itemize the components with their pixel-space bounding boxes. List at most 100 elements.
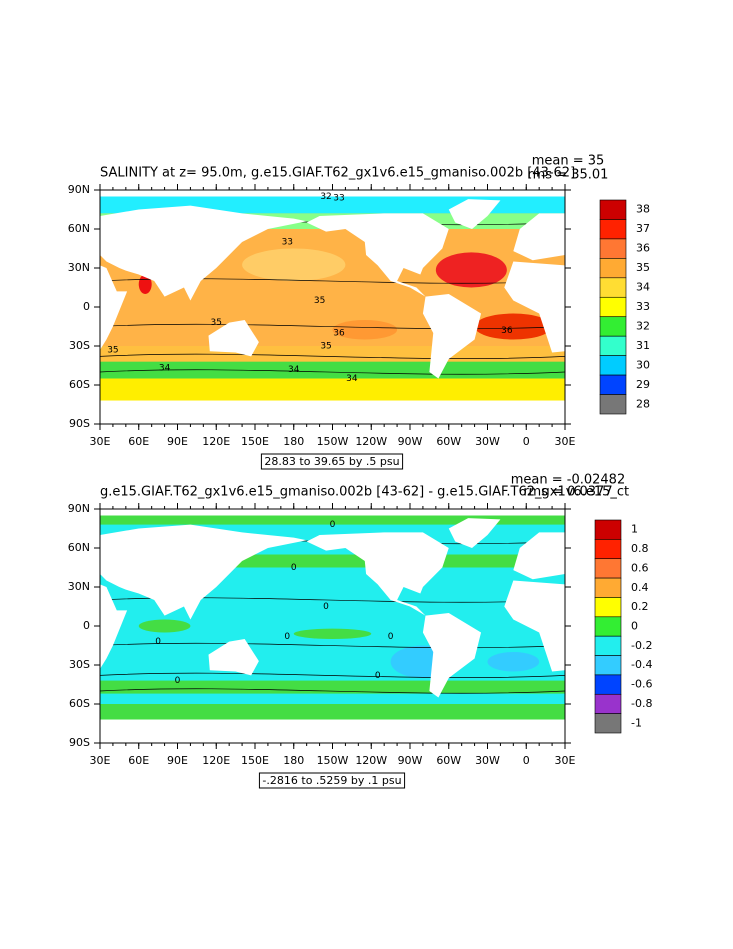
colorbar-label: 0.8 <box>631 542 649 555</box>
rms: rms = 0.0377 <box>523 485 612 500</box>
colorbar-label: 28 <box>636 397 650 410</box>
colorbar-label: 0.4 <box>631 581 649 594</box>
x-tick-label: 30E <box>90 754 111 767</box>
contour-label: 35 <box>211 318 222 328</box>
colorbar-label: 29 <box>636 378 650 391</box>
range-box-text: 28.83 to 39.65 by .5 psu <box>264 455 399 468</box>
range-box-text: -.2816 to .5259 by .1 psu <box>262 774 401 787</box>
map <box>100 515 565 743</box>
y-tick-label: 60S <box>69 697 90 710</box>
x-tick-label: 30E <box>90 435 111 448</box>
field-blob <box>487 652 540 672</box>
y-tick-label: 60N <box>68 541 90 554</box>
colorbar-label: 36 <box>636 242 650 255</box>
y-tick-label: 30N <box>68 580 90 593</box>
colorbar-swatch <box>599 335 627 356</box>
colorbar-swatch <box>594 635 622 656</box>
y-tick-label: 90N <box>68 183 90 196</box>
contour-label: 35 <box>320 342 331 352</box>
mean: mean = 35 <box>532 154 605 169</box>
field-band <box>100 196 565 214</box>
contour <box>100 369 565 375</box>
contour <box>100 323 565 330</box>
colorbar-label: -0.4 <box>631 658 652 671</box>
colorbar-swatch <box>594 693 622 714</box>
contour-label: 34 <box>288 365 300 375</box>
x-tick-label: 30W <box>475 754 500 767</box>
contour-label: 0 <box>284 632 290 642</box>
x-tick-label: 60E <box>128 435 149 448</box>
x-tick-label: 120W <box>355 754 387 767</box>
contour <box>100 353 565 359</box>
contour-label: 33 <box>282 238 293 248</box>
y-tick-label: 0 <box>83 300 90 313</box>
colorbar-label: 37 <box>636 222 650 235</box>
colorbar-label: 0.2 <box>631 600 649 613</box>
y-tick-label: 30S <box>69 658 90 671</box>
field-blob <box>293 628 372 639</box>
colorbar-label: 32 <box>636 319 650 332</box>
y-tick-label: 90N <box>68 502 90 515</box>
contour-label: 36 <box>333 329 345 339</box>
colorbar-label: 31 <box>636 339 650 352</box>
colorbar-label: 33 <box>636 300 650 313</box>
field-band <box>100 704 565 720</box>
colorbar-swatch <box>594 674 622 695</box>
colorbar-swatch <box>599 277 627 298</box>
x-tick-label: 150E <box>241 754 269 767</box>
land <box>504 261 565 353</box>
contour-label: 32 <box>320 192 331 202</box>
panel-title: SALINITY at z= 95.0m, g.e15.GIAF.T62_gx1… <box>100 166 575 181</box>
x-tick-label: 150W <box>317 435 349 448</box>
colorbar-label: 1 <box>631 523 638 536</box>
contour <box>100 672 565 678</box>
colorbar-label: 38 <box>636 203 650 216</box>
colorbar-swatch <box>594 577 622 598</box>
field-blob <box>435 252 507 288</box>
colorbar-swatch <box>594 655 622 676</box>
colorbar-swatch <box>599 316 627 337</box>
x-tick-label: 180 <box>283 435 304 448</box>
range-box <box>260 453 404 470</box>
colorbar-swatch <box>599 394 627 415</box>
land <box>100 524 307 620</box>
colorbar-label: 0.6 <box>631 561 649 574</box>
antarctica <box>100 719 565 743</box>
colorbar-swatch <box>594 616 622 637</box>
range-box <box>258 772 406 789</box>
land <box>513 532 565 580</box>
x-tick-label: 30W <box>475 435 500 448</box>
y-tick-label: 30N <box>68 261 90 274</box>
colorbar-label: -0.8 <box>631 697 652 710</box>
x-tick-label: 120E <box>202 754 230 767</box>
land <box>448 199 501 229</box>
contour <box>100 642 565 649</box>
x-tick-label: 120W <box>355 435 387 448</box>
y-tick-label: 30S <box>69 339 90 352</box>
colorbar-label: -0.2 <box>631 639 652 652</box>
contour-label: 35 <box>107 345 118 355</box>
contour-label: 0 <box>388 632 394 642</box>
x-tick-label: 150W <box>317 754 349 767</box>
x-tick-label: 150E <box>241 435 269 448</box>
contour-label: 36 <box>501 326 513 336</box>
colorbar-swatch <box>599 258 627 279</box>
antarctica <box>100 400 565 424</box>
x-tick-label: 30E <box>555 435 576 448</box>
land <box>422 294 482 379</box>
colorbar-swatch <box>594 597 622 618</box>
land <box>100 205 307 301</box>
x-tick-label: 90E <box>167 435 188 448</box>
colorbar-swatch <box>599 219 627 240</box>
field-band <box>100 693 565 704</box>
field-blob <box>138 619 191 633</box>
land <box>208 320 259 357</box>
colorbar-swatch <box>599 238 627 259</box>
colorbar-swatch <box>594 713 622 734</box>
y-tick-label: 90S <box>69 417 90 430</box>
contour-label: 34 <box>159 364 171 374</box>
contour-label: 0 <box>291 563 297 573</box>
x-tick-label: 90W <box>398 754 423 767</box>
